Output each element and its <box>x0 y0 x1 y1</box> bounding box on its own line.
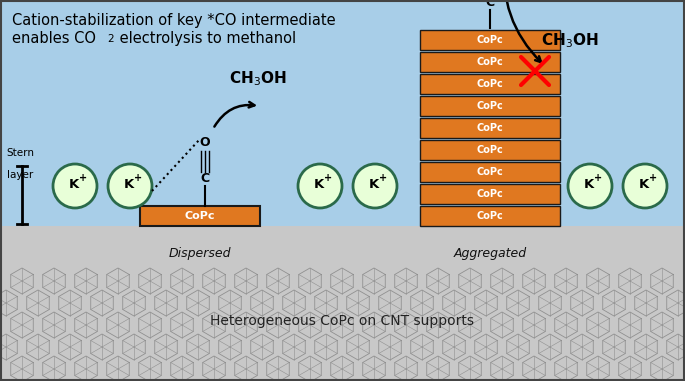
Text: CoPc: CoPc <box>477 101 503 111</box>
Text: CoPc: CoPc <box>477 35 503 45</box>
Text: layer: layer <box>7 170 33 180</box>
Bar <box>420 140 560 160</box>
Text: +: + <box>594 173 602 183</box>
Circle shape <box>298 164 342 208</box>
Text: K: K <box>369 179 379 192</box>
Circle shape <box>108 164 152 208</box>
Text: K: K <box>584 179 594 192</box>
Text: CoPc: CoPc <box>477 79 503 89</box>
Text: Cation-stabilization of key *CO intermediate: Cation-stabilization of key *CO intermed… <box>12 13 336 28</box>
Text: CH$_3$OH: CH$_3$OH <box>229 70 287 88</box>
Bar <box>420 184 560 204</box>
Bar <box>420 74 560 94</box>
Text: CoPc: CoPc <box>477 167 503 177</box>
Text: CH$_3$OH: CH$_3$OH <box>541 32 599 50</box>
Text: Stern: Stern <box>6 148 34 158</box>
Text: +: + <box>134 173 142 183</box>
Text: CoPc: CoPc <box>185 211 215 221</box>
Bar <box>420 162 560 182</box>
Text: K: K <box>69 179 79 192</box>
Bar <box>420 96 560 116</box>
Text: CoPc: CoPc <box>477 189 503 199</box>
Circle shape <box>623 164 667 208</box>
Text: Heterogeneous CoPc on CNT supports: Heterogeneous CoPc on CNT supports <box>210 314 475 328</box>
Text: K: K <box>124 179 134 192</box>
Circle shape <box>568 164 612 208</box>
Bar <box>140 206 260 226</box>
Text: +: + <box>324 173 332 183</box>
Text: K: K <box>314 179 324 192</box>
Text: CoPc: CoPc <box>477 57 503 67</box>
Text: electrolysis to methanol: electrolysis to methanol <box>115 31 296 46</box>
Bar <box>0 226 685 381</box>
Circle shape <box>53 164 97 208</box>
Bar <box>420 118 560 138</box>
Circle shape <box>353 164 397 208</box>
Text: +: + <box>649 173 657 183</box>
Text: C: C <box>486 0 495 8</box>
Text: CoPc: CoPc <box>477 211 503 221</box>
Text: Dispersed: Dispersed <box>169 247 232 259</box>
Text: K: K <box>639 179 649 192</box>
Text: CoPc: CoPc <box>477 145 503 155</box>
Text: O: O <box>200 136 210 149</box>
Bar <box>420 206 560 226</box>
Bar <box>420 52 560 72</box>
Text: enables CO: enables CO <box>12 31 96 46</box>
Text: C: C <box>201 173 210 186</box>
Text: Aggregated: Aggregated <box>453 247 527 259</box>
Text: +: + <box>79 173 87 183</box>
Text: +: + <box>379 173 387 183</box>
Text: CoPc: CoPc <box>477 123 503 133</box>
Text: 2: 2 <box>107 34 114 44</box>
Bar <box>420 30 560 50</box>
